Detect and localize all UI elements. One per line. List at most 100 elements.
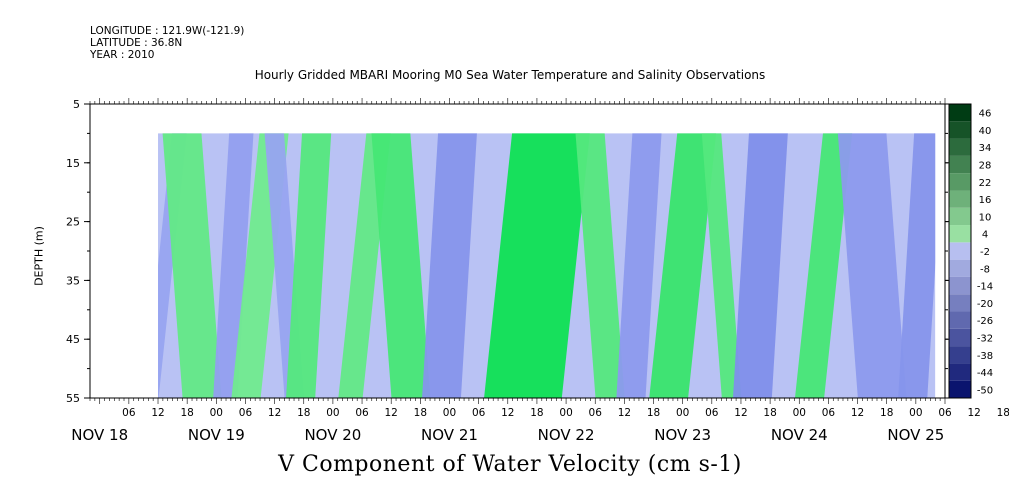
x-hour-label: 12	[501, 407, 514, 419]
x-hour-label: 18	[180, 407, 193, 419]
x-hour-label: 18	[763, 407, 776, 419]
colorbar-segment	[949, 242, 971, 260]
colorbar-label: -8	[980, 264, 990, 275]
colorbar-label: 10	[979, 212, 992, 223]
x-hour-label: 18	[297, 407, 310, 419]
heatmap-band	[575, 133, 625, 398]
colorbar-segment	[949, 294, 971, 312]
x-hour-label: 12	[385, 407, 398, 419]
heatmap-band	[732, 133, 788, 398]
x-day-label: NOV 20	[304, 426, 361, 444]
colorbar-segment	[949, 121, 971, 139]
y-tick-label: 35	[66, 274, 80, 287]
x-hour-label: 00	[676, 407, 689, 419]
colorbar-label: -26	[977, 316, 993, 327]
y-tick-label: 55	[66, 392, 80, 405]
colorbar-label: 34	[979, 143, 992, 154]
colorbar-label: 40	[979, 126, 992, 137]
colorbar-segment	[949, 207, 971, 226]
latitude-label: LATITUDE : 36.8N	[90, 37, 183, 49]
colorbar-segment	[949, 276, 971, 295]
x-day-label: NOV 21	[421, 426, 478, 444]
chart-title: Hourly Gridded MBARI Mooring M0 Sea Wate…	[254, 68, 766, 82]
x-hour-label: 00	[326, 407, 339, 419]
x-hour-label: 12	[151, 407, 164, 419]
x-hour-label: 00	[210, 407, 223, 419]
x-hour-label: 12	[734, 407, 747, 419]
colorbar-segment	[949, 380, 971, 398]
x-day-label: NOV 25	[887, 426, 944, 444]
colorbar-segment	[949, 259, 971, 277]
x-day-label: NOV 22	[538, 426, 595, 444]
x-hour-label: 00	[793, 407, 806, 419]
x-hour-label: 12	[851, 407, 864, 419]
colorbar-segment	[949, 173, 971, 191]
heatmap-band	[649, 133, 717, 398]
colorbar-segment	[949, 311, 971, 329]
colorbar-label: 46	[979, 109, 992, 120]
colorbar-segment	[949, 363, 971, 381]
y-tick-label: 45	[66, 333, 80, 346]
year-label: YEAR : 2010	[90, 49, 155, 61]
x-hour-label: 12	[967, 407, 980, 419]
x-hour-label: 06	[589, 407, 603, 419]
colorbar-label: -38	[977, 351, 993, 362]
heatmap-band	[898, 133, 944, 398]
x-hour-label: 18	[880, 407, 893, 419]
colorbar-label: -20	[977, 299, 993, 310]
colorbar-label: 28	[979, 161, 992, 172]
colorbar-title: V Component of Water Velocity (cm s-1)	[278, 452, 742, 477]
x-hour-label: 12	[618, 407, 631, 419]
colorbar-label: 16	[979, 195, 992, 206]
heatmap-band	[837, 133, 907, 398]
x-hour-label: 06	[822, 407, 836, 419]
heatmap-band	[484, 133, 590, 398]
x-day-label: NOV 18	[71, 426, 128, 444]
x-hour-label: 06	[239, 407, 253, 419]
heatmap-band	[616, 133, 662, 398]
colorbar-segment	[949, 328, 971, 347]
heatmap-band	[794, 133, 853, 398]
x-hour-label: 18	[647, 407, 660, 419]
heatmap-band	[701, 133, 742, 398]
heatmap-band	[286, 133, 332, 398]
x-hour-label: 06	[472, 407, 486, 419]
colorbar-segment	[949, 225, 971, 243]
x-hour-label: 00	[443, 407, 456, 419]
heatmap-band	[371, 133, 431, 398]
colorbar-label: 22	[979, 178, 992, 189]
colorbar-label: -2	[980, 247, 990, 258]
colorbar-label: -44	[977, 368, 993, 379]
y-tick-label: 25	[66, 216, 80, 229]
colorbar-frame	[948, 103, 972, 399]
x-day-label: NOV 24	[771, 426, 828, 444]
x-hour-label: 06	[355, 407, 369, 419]
x-day-label: NOV 23	[654, 426, 711, 444]
colorbar-label: 4	[982, 230, 988, 241]
heatmap-band	[213, 133, 254, 398]
colorbar-label: -14	[977, 282, 993, 293]
colorbar-segment	[949, 155, 971, 174]
colorbar-segment	[949, 346, 971, 364]
x-hour-label: 18	[414, 407, 427, 419]
y-tick-label: 15	[66, 157, 80, 170]
x-hour-label: 18	[530, 407, 543, 419]
x-hour-label: 06	[938, 407, 952, 419]
heatmap-band	[162, 133, 222, 398]
x-hour-label: 00	[559, 407, 572, 419]
heatmap-band	[422, 133, 477, 398]
colorbar-segment	[949, 190, 971, 208]
longitude-label: LONGITUDE : 121.9W(-121.9)	[90, 25, 245, 37]
x-hour-label: 12	[268, 407, 281, 419]
x-hour-label: 18	[997, 407, 1009, 419]
y-tick-label: 5	[73, 98, 80, 111]
x-hour-label: 00	[909, 407, 922, 419]
x-day-label: NOV 19	[188, 426, 245, 444]
colorbar-label: -32	[977, 333, 993, 344]
colorbar-segment	[949, 138, 971, 156]
colorbar-segment	[949, 104, 971, 122]
x-hour-label: 06	[122, 407, 136, 419]
x-hour-label: 06	[705, 407, 719, 419]
colorbar-label: -50	[977, 385, 993, 396]
